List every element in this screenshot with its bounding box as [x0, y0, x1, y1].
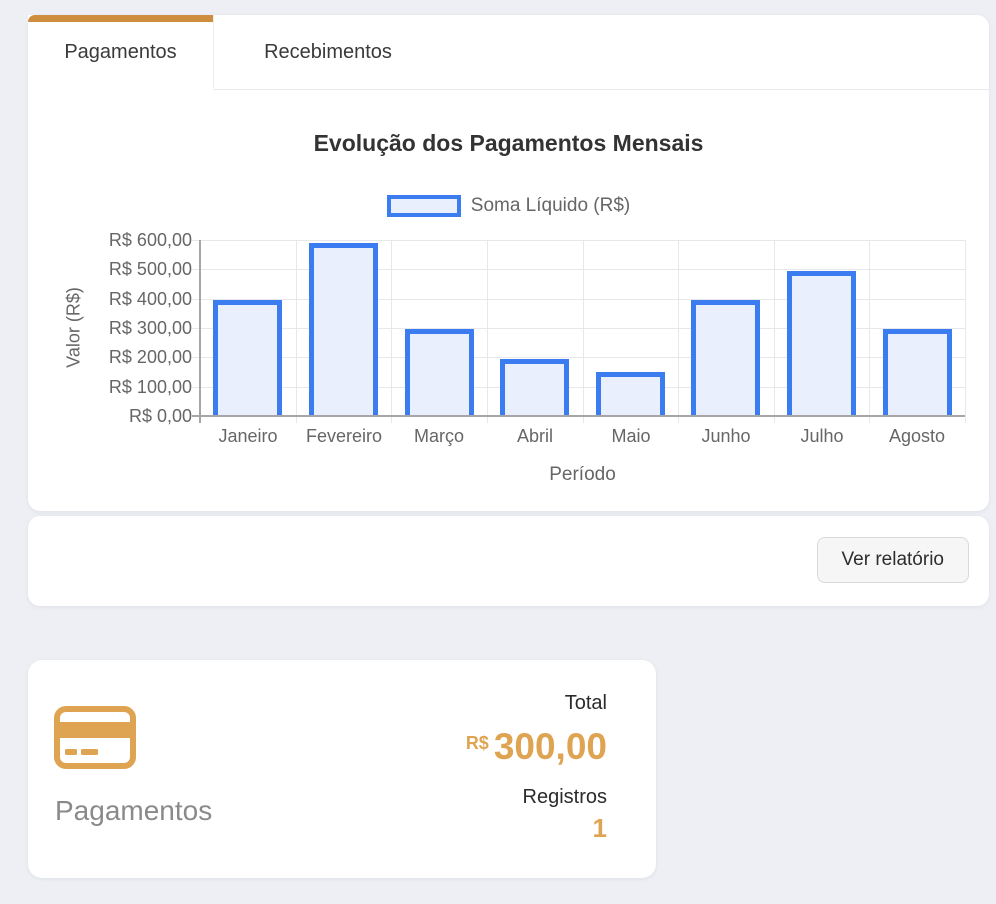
registros-value: 1: [592, 813, 607, 843]
y-axis-line: [199, 240, 201, 423]
x-gridline: [774, 240, 775, 423]
x-gridline: [583, 240, 584, 423]
summary-values: Total R$ 300,00 Registros 1: [466, 690, 607, 844]
ver-relatorio-button[interactable]: Ver relatório: [816, 537, 969, 583]
payments-summary-card: Pagamentos Total R$ 300,00 Registros 1: [28, 660, 656, 878]
x-tick-label: Janeiro: [218, 426, 278, 446]
payments-chart-card: Pagamentos Recebimentos Evolução dos Pag…: [28, 15, 989, 511]
x-tick-label: Abril: [516, 426, 553, 446]
x-tick-label: Março: [413, 426, 464, 446]
plot-area: [192, 240, 966, 423]
legend-swatch-icon: [386, 195, 461, 217]
total-value: 300,00: [493, 726, 607, 767]
chart-legend[interactable]: Soma Líquido (R$): [28, 194, 989, 218]
bar-julho: [787, 271, 856, 416]
x-gridline: [678, 240, 679, 423]
chart-footer-card: Ver relatório: [28, 516, 989, 606]
tab-bar: Pagamentos Recebimentos: [28, 15, 989, 90]
registros-label: Registros: [522, 786, 607, 808]
chart-title: Evolução dos Pagamentos Mensais: [313, 130, 704, 156]
x-gridline: [487, 240, 488, 423]
bar-março: [405, 329, 474, 416]
y-gridline: [192, 240, 965, 241]
bar-agosto: [883, 329, 952, 416]
y-tick-label: R$ 200,00: [108, 347, 192, 367]
tab-bar-filler: [442, 15, 989, 90]
x-tick-label: Maio: [611, 426, 651, 446]
bar-chart: Evolução dos Pagamentos Mensais Soma Líq…: [28, 90, 989, 510]
y-tick-label: R$ 500,00: [108, 259, 192, 279]
x-tick-label: Agosto: [888, 426, 946, 446]
y-tick-label: R$ 100,00: [108, 377, 192, 397]
tab-recebimentos[interactable]: Recebimentos: [214, 15, 442, 90]
currency-symbol: R$: [465, 733, 489, 753]
y-tick-label: R$ 0,00: [128, 406, 192, 426]
x-tick-label: Fevereiro: [305, 426, 383, 446]
x-axis-line: [192, 415, 965, 417]
total-amount: R$ 300,00: [466, 723, 607, 775]
y-tick-label: R$ 400,00: [108, 289, 192, 309]
bar-junho: [691, 300, 760, 416]
bar-fevereiro: [309, 243, 378, 416]
y-gridline: [192, 328, 965, 329]
tab-pagamentos[interactable]: Pagamentos: [28, 15, 214, 90]
x-tick-label: Junho: [701, 426, 751, 446]
y-tick-label: R$ 300,00: [108, 318, 192, 338]
bar-maio: [596, 372, 665, 416]
x-gridline: [965, 240, 966, 423]
tab-pagamentos-label: Pagamentos: [64, 40, 177, 63]
bar-abril: [500, 359, 569, 416]
credit-card-icon: [54, 706, 136, 769]
tab-recebimentos-label: Recebimentos: [264, 40, 392, 63]
x-gridline: [296, 240, 297, 423]
y-tick-label: R$ 600,00: [108, 230, 192, 250]
summary-card-title: Pagamentos: [55, 795, 213, 826]
x-tick-label: Julho: [800, 426, 844, 446]
y-gridline: [192, 269, 965, 270]
x-gridline: [869, 240, 870, 423]
y-gridline: [192, 387, 965, 388]
legend-label: Soma Líquido (R$): [470, 195, 631, 216]
bar-janeiro: [213, 300, 282, 416]
x-axis-title: Período: [549, 464, 616, 485]
y-gridline: [192, 299, 965, 300]
total-label: Total: [564, 692, 607, 714]
y-gridline: [192, 357, 965, 358]
x-gridline: [391, 240, 392, 423]
